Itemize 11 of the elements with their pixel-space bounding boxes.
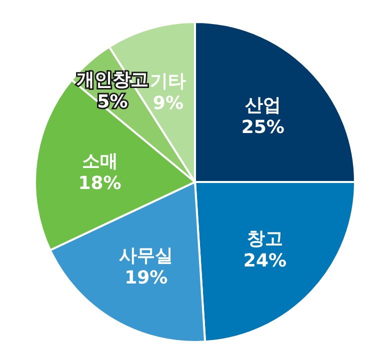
data-label: 19% xyxy=(124,268,168,289)
slice-label: 창고 xyxy=(246,228,283,250)
slice-label: 소매 xyxy=(82,150,118,172)
data-label: 24% xyxy=(243,250,287,272)
data-label: 5% xyxy=(97,91,128,112)
data-label: 9% xyxy=(152,92,184,114)
slice-label: 사무실 xyxy=(119,246,174,267)
data-label: 25% xyxy=(241,117,284,138)
slice-label: 산업 xyxy=(244,95,281,116)
data-label: 18% xyxy=(78,172,122,194)
slice-label: 기타 xyxy=(150,70,186,92)
